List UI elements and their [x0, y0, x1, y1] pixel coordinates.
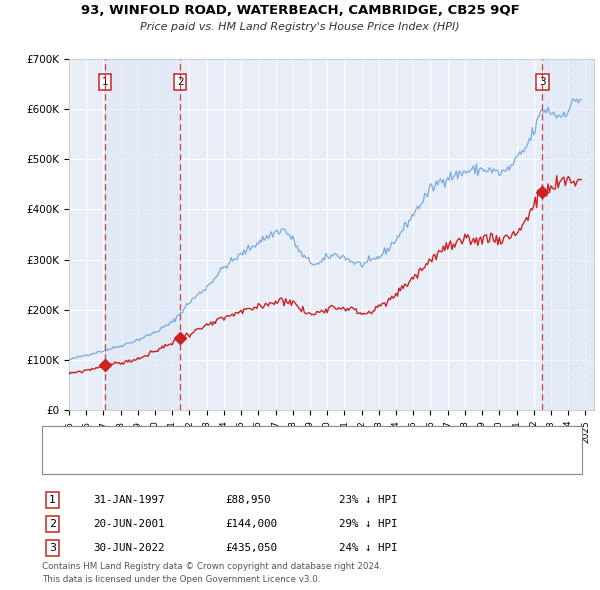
Text: ─────: ─────: [51, 434, 85, 444]
Text: Contains HM Land Registry data © Crown copyright and database right 2024.: Contains HM Land Registry data © Crown c…: [42, 562, 382, 571]
Text: HPI: Average price, detached house, South Cambridgeshire: HPI: Average price, detached house, Sout…: [87, 457, 386, 467]
Text: 93, WINFOLD ROAD, WATERBEACH, CAMBRIDGE, CB25 9QF: 93, WINFOLD ROAD, WATERBEACH, CAMBRIDGE,…: [80, 4, 520, 17]
Text: 30-JUN-2022: 30-JUN-2022: [93, 543, 164, 553]
Text: 3: 3: [539, 77, 545, 87]
Text: £435,050: £435,050: [225, 543, 277, 553]
Text: £144,000: £144,000: [225, 519, 277, 529]
Text: 20-JUN-2001: 20-JUN-2001: [93, 519, 164, 529]
Text: 3: 3: [49, 543, 56, 553]
Text: ─────: ─────: [51, 457, 85, 467]
Text: 93, WINFOLD ROAD, WATERBEACH, CAMBRIDGE, CB25 9QF (detached house): 93, WINFOLD ROAD, WATERBEACH, CAMBRIDGE,…: [87, 434, 480, 444]
Text: £88,950: £88,950: [225, 495, 271, 504]
Text: 31-JAN-1997: 31-JAN-1997: [93, 495, 164, 504]
Text: 24% ↓ HPI: 24% ↓ HPI: [339, 543, 397, 553]
Text: 1: 1: [101, 77, 108, 87]
Text: 2: 2: [177, 77, 184, 87]
Text: This data is licensed under the Open Government Licence v3.0.: This data is licensed under the Open Gov…: [42, 575, 320, 584]
Bar: [542, 59, 594, 410]
Text: 1: 1: [49, 495, 56, 504]
Text: 2: 2: [49, 519, 56, 529]
Text: 29% ↓ HPI: 29% ↓ HPI: [339, 519, 397, 529]
Text: 23% ↓ HPI: 23% ↓ HPI: [339, 495, 397, 504]
Bar: [105, 59, 180, 410]
Text: Price paid vs. HM Land Registry's House Price Index (HPI): Price paid vs. HM Land Registry's House …: [140, 22, 460, 32]
